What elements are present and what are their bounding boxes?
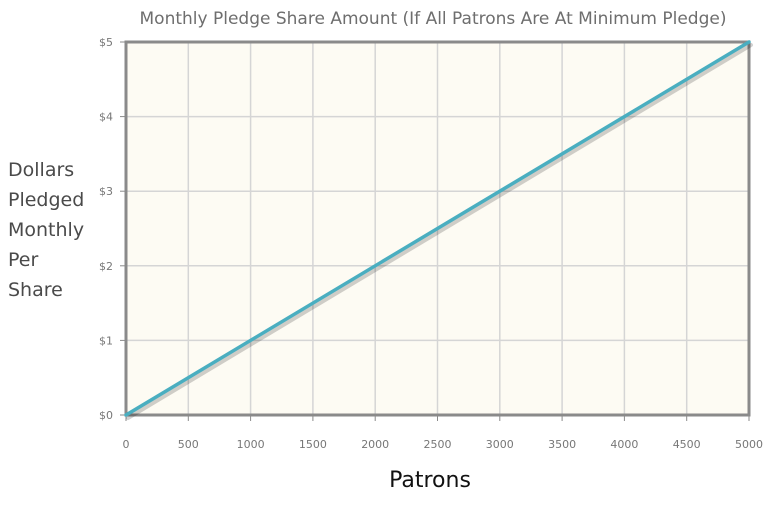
x-tick-label: 0: [123, 438, 130, 451]
y-tick-label: $2: [99, 260, 113, 273]
x-tick-label: 3500: [548, 438, 576, 451]
x-tick-label: 2000: [361, 438, 389, 451]
y-axis-label-line: Dollars: [8, 159, 75, 181]
y-tick-label: $1: [99, 334, 113, 347]
y-tick-label: $0: [99, 409, 113, 422]
y-tick-label: $3: [99, 185, 113, 198]
y-axis-label-line: Pledged: [8, 189, 85, 211]
x-tick-label: 2500: [424, 438, 452, 451]
x-tick-label: 500: [178, 438, 199, 451]
y-tick-label: $4: [99, 111, 113, 124]
series-line-shadow: [126, 43, 753, 420]
y-axis-label-line: Monthly: [8, 219, 85, 241]
y-tick-label: $5: [99, 36, 113, 49]
x-tick-label: 4000: [610, 438, 638, 451]
x-tick-label: 5000: [735, 438, 763, 451]
chart-title: Monthly Pledge Share Amount (If All Patr…: [139, 9, 727, 29]
y-axis-label-line: Share: [8, 279, 63, 301]
series-line: [124, 40, 751, 417]
x-tick-label: 3000: [486, 438, 514, 451]
y-axis-label-line: Per: [8, 249, 39, 271]
x-axis-label: Patrons: [389, 468, 471, 493]
x-tick-label: 4500: [673, 438, 701, 451]
x-tick-label: 1000: [237, 438, 265, 451]
y-axis-label: Dollars Pledged Monthly Per Share: [8, 155, 98, 305]
x-tick-label: 1500: [299, 438, 327, 451]
